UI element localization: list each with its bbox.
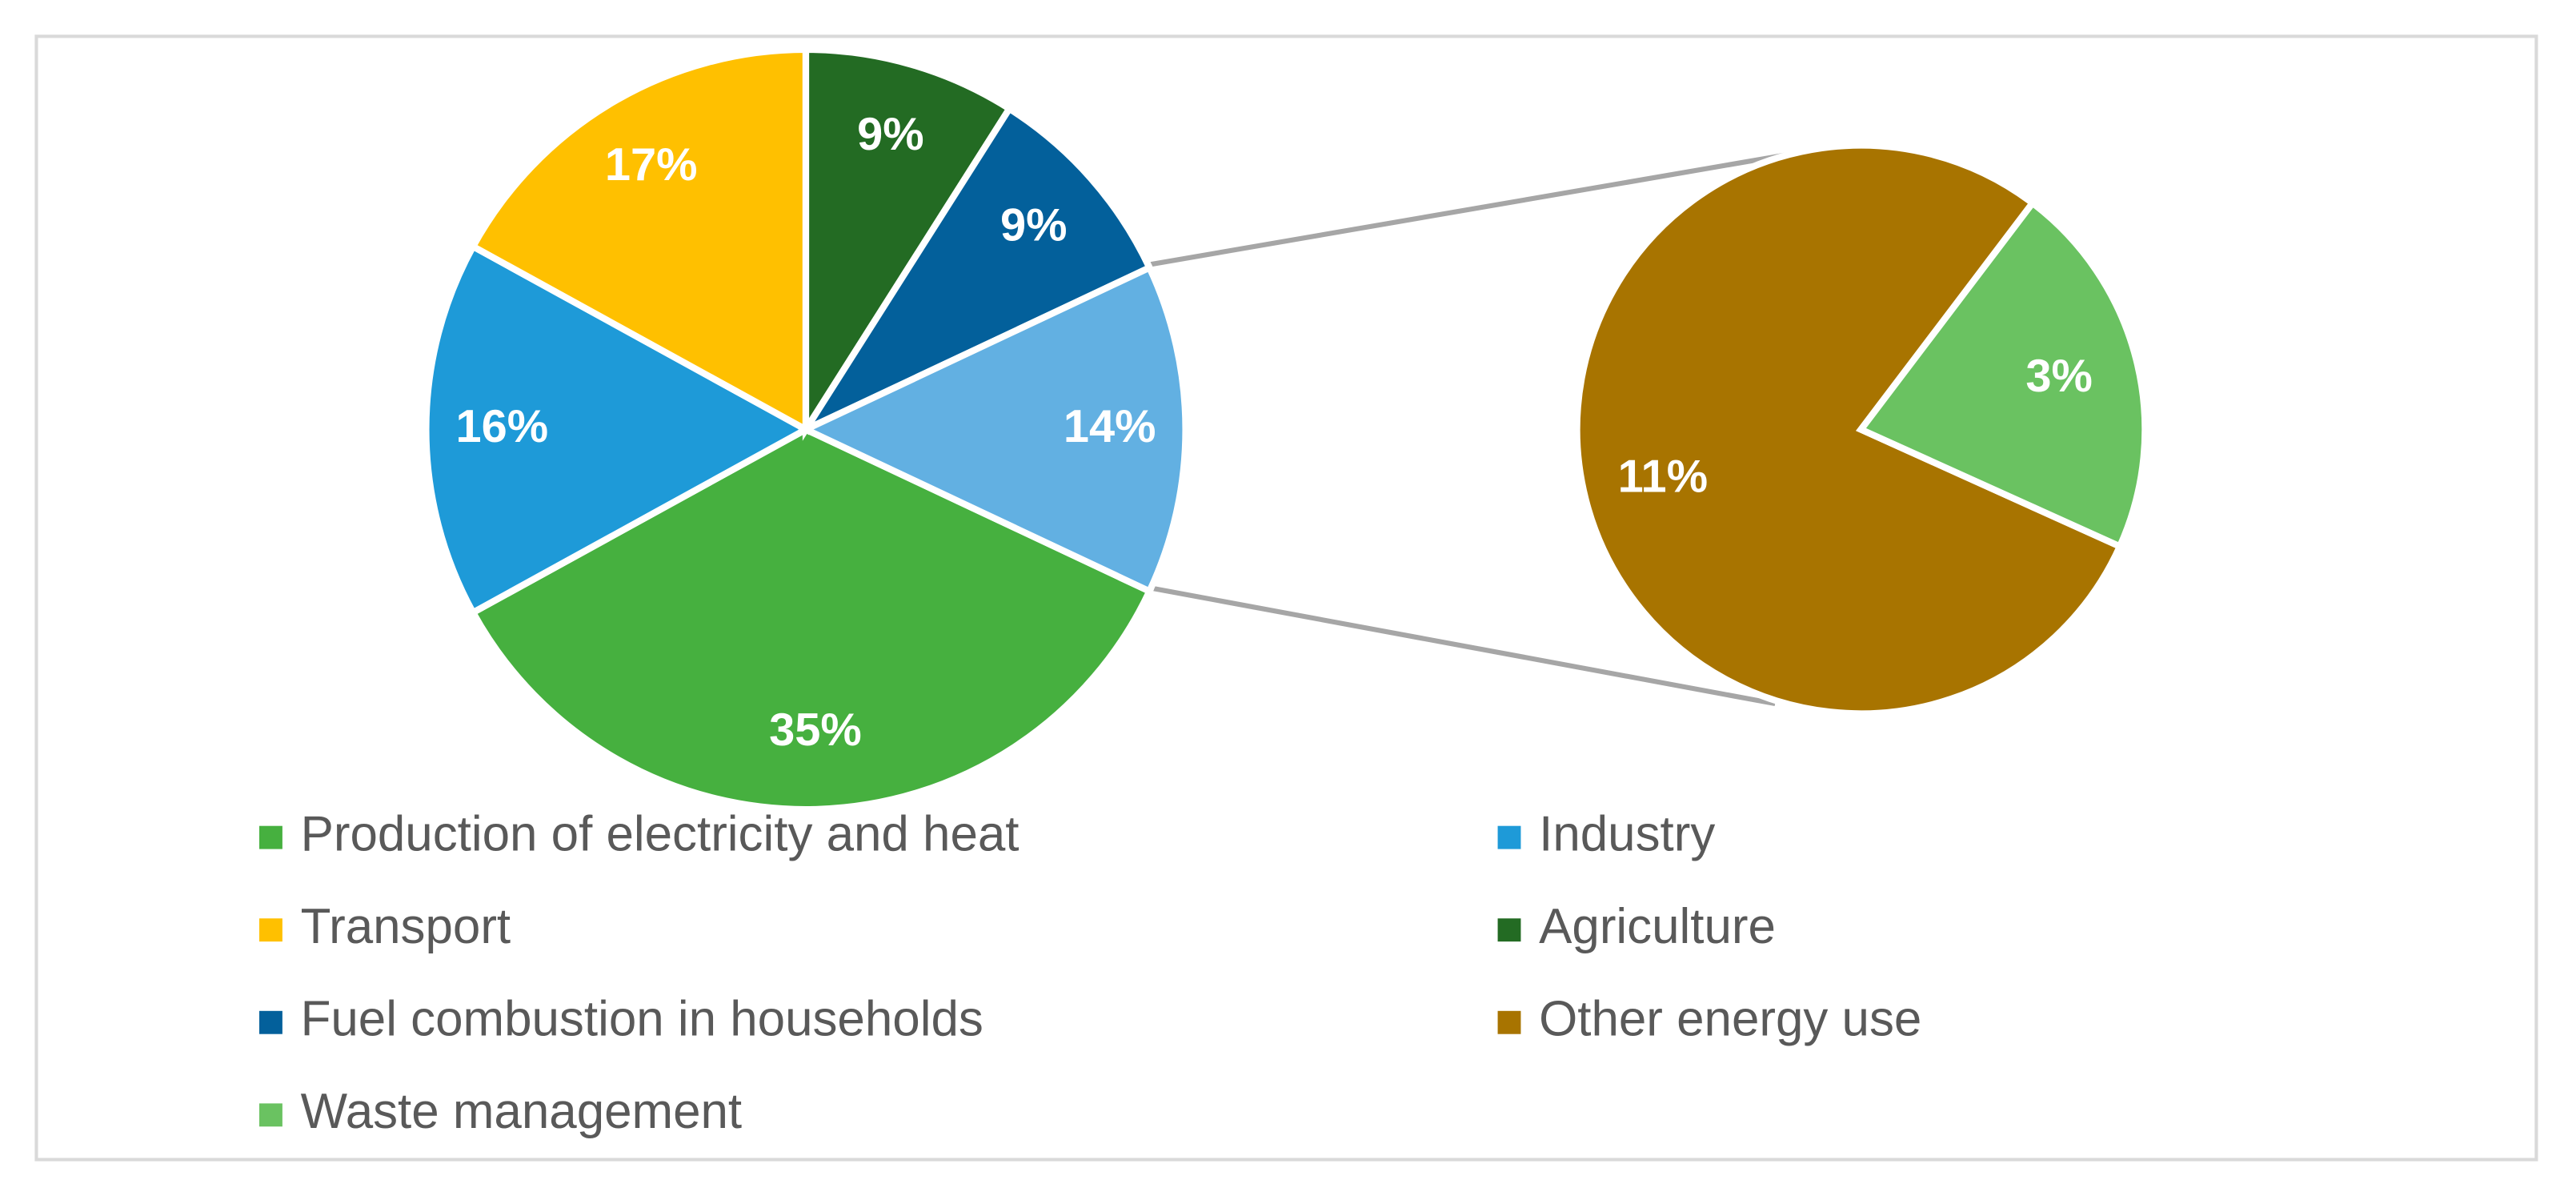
data-label: 16% [456, 401, 549, 452]
legend-label: Production of electricity and heat [301, 806, 1020, 861]
pie-slice [423, 242, 813, 617]
legend-swatch [1497, 825, 1521, 849]
legend-label: Industry [1539, 806, 1715, 861]
legend-label: Other energy use [1539, 992, 1921, 1047]
legend-swatch [1497, 1010, 1521, 1034]
connector-line [1150, 585, 1776, 707]
data-label: 9% [857, 109, 924, 160]
legend-swatch [258, 918, 282, 942]
legend-label: Waste management [301, 1084, 743, 1139]
legend-label: Transport [301, 899, 511, 954]
connector-line [1150, 149, 1804, 267]
legend-swatch [1497, 918, 1521, 942]
legend-swatch [258, 825, 282, 849]
pie-slice [468, 425, 1154, 813]
pie-slice [802, 46, 1014, 441]
data-label: 3% [2025, 351, 2093, 402]
pie-slice [1856, 198, 2149, 551]
data-label: 35% [769, 704, 862, 756]
data-label: 11% [1618, 452, 1708, 503]
legend-swatch [258, 1010, 282, 1034]
pie-slice [468, 46, 810, 435]
data-label: 14% [1064, 401, 1156, 452]
legend-label: Agriculture [1539, 899, 1776, 954]
data-label: 9% [1000, 200, 1068, 251]
legend-swatch [258, 1103, 282, 1127]
legend-label: Fuel combustion in households [301, 992, 984, 1047]
data-label: 17% [605, 139, 698, 191]
chart-border [34, 34, 2538, 1162]
pie-slice [1573, 142, 2125, 717]
pie-slice [798, 263, 1189, 596]
pie-slice [796, 104, 1154, 438]
